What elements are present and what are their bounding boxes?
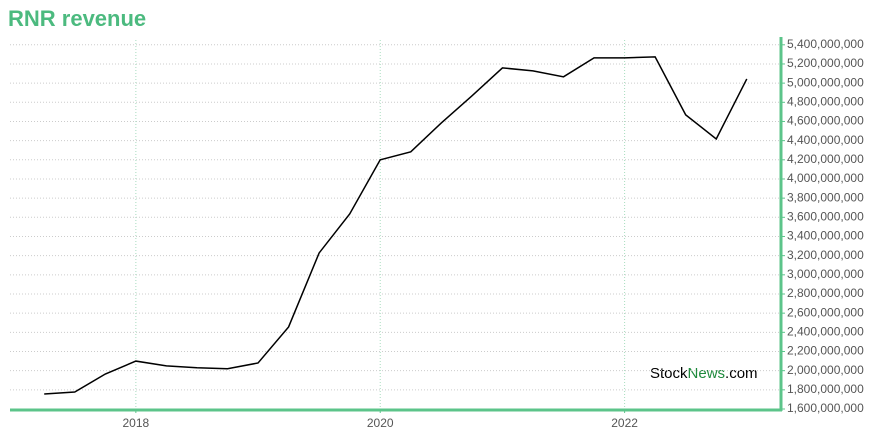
x-tick-label: 2020 xyxy=(367,416,394,430)
watermark: StockNews.com xyxy=(650,365,758,382)
y-tick-label: 5,000,000,000 xyxy=(787,75,864,89)
y-tick-label: 3,000,000,000 xyxy=(787,267,864,281)
watermark-suffix: .com xyxy=(725,365,758,382)
y-tick-label: 3,600,000,000 xyxy=(787,209,864,223)
y-tick-label: 2,400,000,000 xyxy=(787,324,864,338)
y-tick-label: 4,400,000,000 xyxy=(787,133,864,147)
y-tick-label: 3,400,000,000 xyxy=(787,229,864,243)
y-tick-label: 2,200,000,000 xyxy=(787,344,864,358)
line xyxy=(44,56,748,395)
y-tick-label: 1,800,000,000 xyxy=(787,382,864,396)
y-tick-label: 4,000,000,000 xyxy=(787,171,864,185)
y-tick-label: 4,200,000,000 xyxy=(787,152,864,166)
watermark-accent: News xyxy=(688,365,726,382)
y-tick-label: 3,200,000,000 xyxy=(787,248,864,262)
y-tick-label: 2,600,000,000 xyxy=(787,305,864,319)
chart-title: RNR revenue xyxy=(8,6,146,31)
y-tick-label: 5,200,000,000 xyxy=(787,56,864,70)
y-tick-label: 2,800,000,000 xyxy=(787,286,864,300)
x-tick-label: 2022 xyxy=(611,416,638,430)
y-tick-label: 3,800,000,000 xyxy=(787,190,864,204)
y-tick-label: 1,600,000,000 xyxy=(787,401,864,415)
x-tick-label: 2018 xyxy=(123,416,150,430)
y-tick-label: 5,400,000,000 xyxy=(787,37,864,51)
watermark-brand: Stock xyxy=(650,365,688,382)
y-tick-label: 2,000,000,000 xyxy=(787,363,864,377)
y-tick-label: 4,800,000,000 xyxy=(787,94,864,108)
y-tick-label: 4,600,000,000 xyxy=(787,114,864,128)
